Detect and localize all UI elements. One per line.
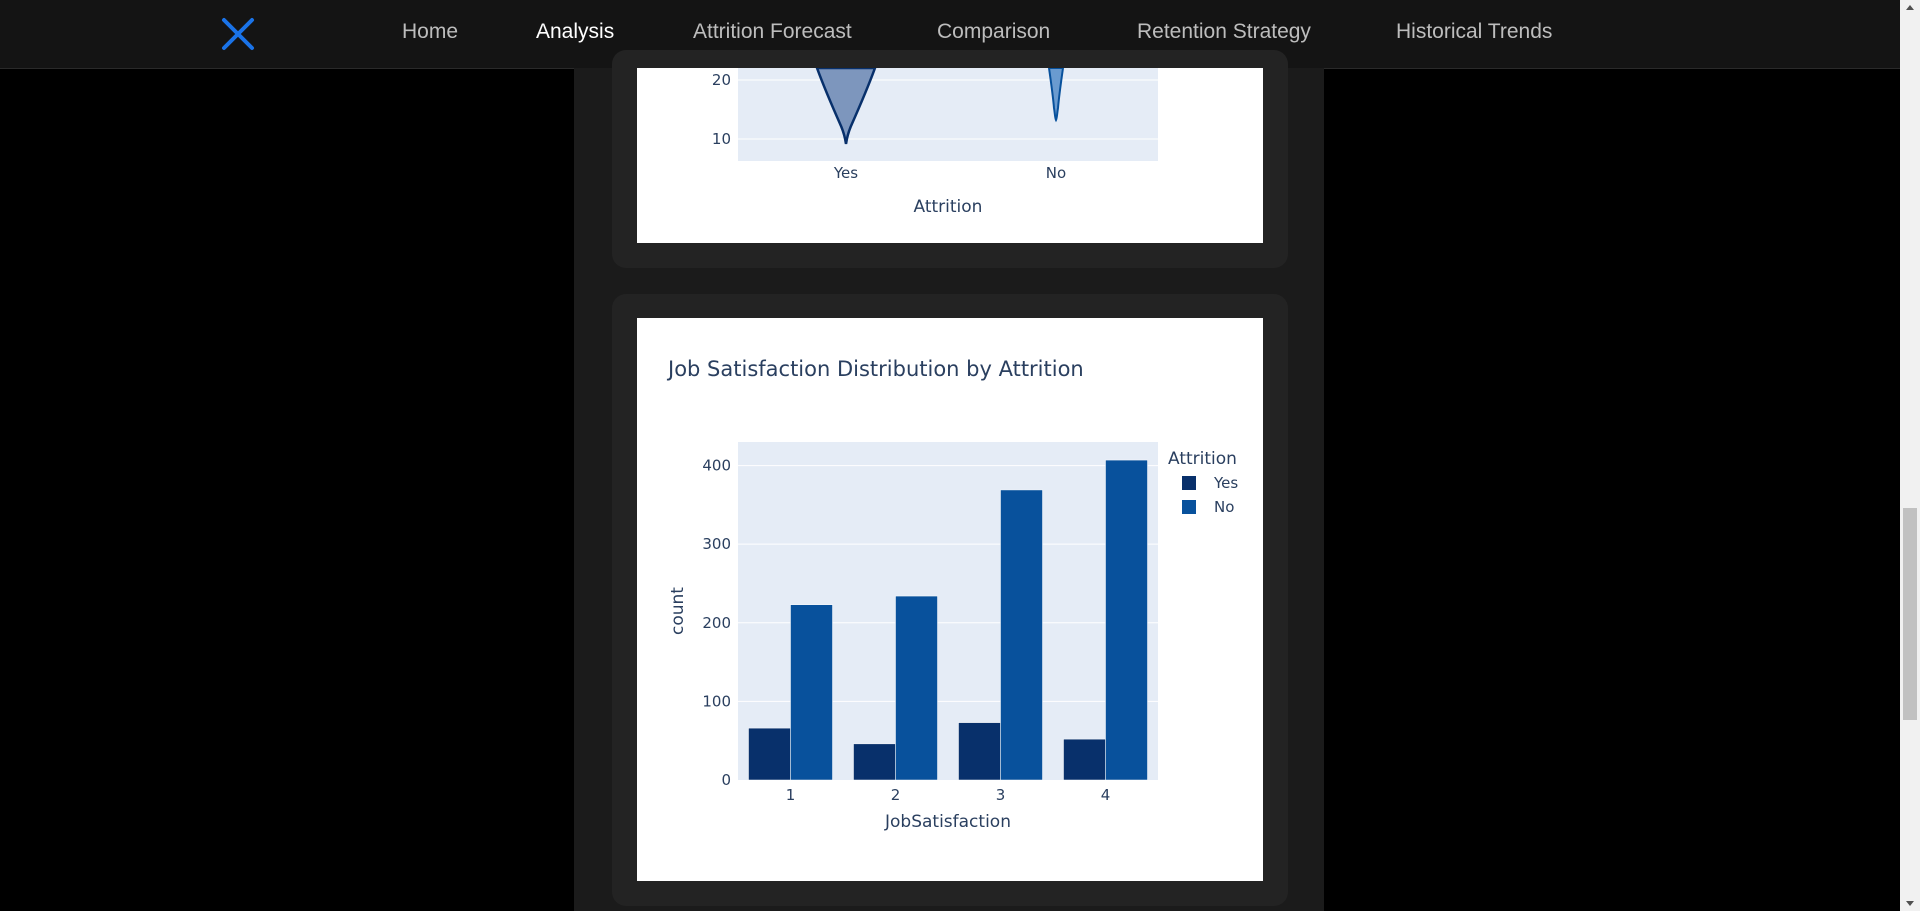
- x-tick-label: 4: [1101, 786, 1111, 804]
- vertical-scrollbar[interactable]: [1900, 0, 1920, 911]
- legend-label-no[interactable]: No: [1214, 498, 1234, 516]
- y-tick-label: 300: [702, 535, 731, 553]
- violin-chart-card: 20 10 Yes No Attrition: [612, 50, 1288, 268]
- x-tick-label: No: [1046, 164, 1066, 182]
- violin-chart-svg: 20 10 Yes No Attrition: [712, 66, 1158, 217]
- bar-yes-3[interactable]: [958, 722, 1001, 781]
- violin-plot: 20 10 Yes No Attrition: [637, 66, 1263, 243]
- bar-chart-card: Job Satisfaction Distribution by Attriti…: [612, 294, 1288, 906]
- chart-title: Job Satisfaction Distribution by Attriti…: [666, 357, 1084, 381]
- scroll-up-arrow-icon[interactable]: [1900, 0, 1920, 16]
- legend-title: Attrition: [1168, 449, 1237, 469]
- y-tick-label: 0: [721, 771, 731, 789]
- close-x-icon[interactable]: [220, 16, 256, 52]
- x-axis-title: Attrition: [914, 197, 983, 217]
- scrollbar-thumb[interactable]: [1903, 508, 1917, 720]
- legend-label-yes[interactable]: Yes: [1213, 474, 1238, 492]
- bar-yes-2[interactable]: [853, 743, 896, 781]
- bar-chart-svg: Job Satisfaction Distribution by Attriti…: [666, 357, 1238, 832]
- scroll-down-arrow-icon[interactable]: [1900, 895, 1920, 911]
- violin-plot-area: [738, 68, 1158, 161]
- x-tick-label: 2: [891, 786, 901, 804]
- y-tick-label: 400: [702, 457, 731, 475]
- nav-link-attrition-forecast[interactable]: Attrition Forecast: [693, 20, 852, 43]
- nav-link-analysis[interactable]: Analysis: [536, 20, 615, 43]
- x-axis-title: JobSatisfaction: [884, 812, 1011, 832]
- violin-no: [1047, 67, 1065, 123]
- y-axis-title: count: [668, 587, 688, 635]
- bar-plot: Job Satisfaction Distribution by Attriti…: [637, 318, 1263, 881]
- x-tick-label: Yes: [833, 164, 858, 182]
- legend-swatch-yes[interactable]: [1182, 476, 1196, 490]
- y-tick-label: 200: [702, 614, 731, 632]
- nav-link-home[interactable]: Home: [402, 20, 459, 43]
- nav-link-retention-strategy[interactable]: Retention Strategy: [1137, 20, 1311, 43]
- bar-no-2[interactable]: [895, 595, 938, 781]
- legend: Attrition Yes No: [1168, 449, 1238, 516]
- violin-yes: [815, 66, 877, 145]
- y-tick-label: 20: [712, 71, 731, 89]
- y-tick-label: 100: [702, 692, 731, 710]
- nav-link-comparison[interactable]: Comparison: [937, 20, 1051, 43]
- bar-no-3[interactable]: [1000, 489, 1043, 781]
- bar-yes-1[interactable]: [748, 727, 791, 781]
- bar-yes-4[interactable]: [1063, 738, 1106, 781]
- bar-no-1[interactable]: [790, 604, 833, 781]
- legend-swatch-no[interactable]: [1182, 500, 1196, 514]
- nav-link-historical-trends[interactable]: Historical Trends: [1396, 20, 1553, 43]
- bar-no-4[interactable]: [1105, 459, 1148, 781]
- x-tick-label: 3: [996, 786, 1006, 804]
- y-tick-label: 10: [712, 130, 731, 148]
- x-tick-label: 1: [786, 786, 796, 804]
